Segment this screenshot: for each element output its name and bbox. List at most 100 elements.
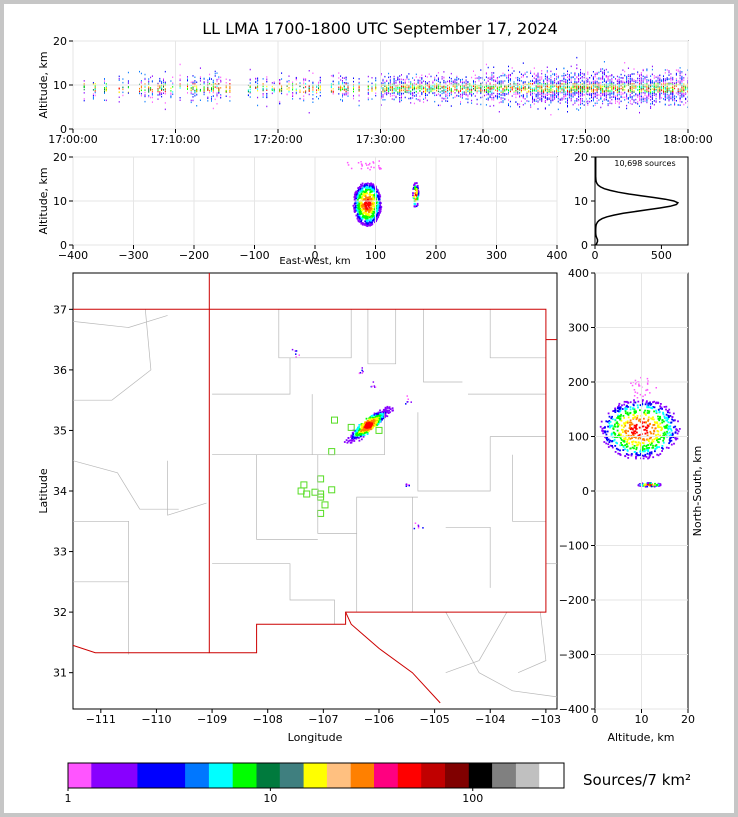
source-point xyxy=(563,72,565,75)
source-point xyxy=(207,96,209,99)
source-point xyxy=(607,80,609,82)
source-point xyxy=(659,89,661,91)
source-point xyxy=(664,69,666,71)
source-point xyxy=(637,103,639,105)
source-point xyxy=(406,76,408,78)
source-point xyxy=(650,80,652,82)
source-point xyxy=(578,78,580,80)
source-point xyxy=(454,84,456,87)
source-point xyxy=(366,208,368,211)
source-point xyxy=(414,199,417,202)
source-point xyxy=(618,86,620,89)
source-point xyxy=(524,81,526,83)
source-point xyxy=(509,100,511,103)
source-point xyxy=(369,168,371,171)
source-point xyxy=(491,87,493,89)
source-point xyxy=(563,74,565,77)
source-point xyxy=(417,82,419,84)
source-point xyxy=(522,89,524,91)
source-point xyxy=(578,86,580,88)
source-point xyxy=(365,213,367,216)
source-point xyxy=(504,89,506,91)
source-point xyxy=(441,92,443,95)
source-point xyxy=(496,92,498,95)
source-point xyxy=(537,76,539,79)
source-point xyxy=(359,186,361,188)
source-point xyxy=(635,102,637,104)
source-point xyxy=(576,84,578,87)
source-point xyxy=(592,92,594,94)
source-point xyxy=(578,81,580,83)
source-point xyxy=(567,100,568,103)
source-point xyxy=(216,85,218,88)
source-point xyxy=(532,89,533,91)
source-point xyxy=(144,78,146,81)
source-point xyxy=(417,191,420,193)
source-point xyxy=(500,93,502,96)
source-point xyxy=(639,111,640,114)
source-point xyxy=(436,83,438,85)
source-point xyxy=(502,82,504,84)
source-point xyxy=(196,90,198,92)
source-point xyxy=(611,74,613,77)
source-point xyxy=(591,81,592,84)
source-point xyxy=(216,79,218,81)
source-point xyxy=(360,163,363,165)
source-point xyxy=(637,85,639,88)
source-point xyxy=(473,70,474,72)
source-point xyxy=(426,76,428,78)
source-point xyxy=(580,72,581,74)
source-point xyxy=(399,97,401,99)
source-point xyxy=(596,91,598,94)
source-point xyxy=(544,96,546,98)
source-point xyxy=(487,85,489,87)
source-point xyxy=(618,97,620,100)
source-point xyxy=(502,94,504,96)
source-point xyxy=(449,76,450,79)
source-point xyxy=(520,100,522,102)
source-point xyxy=(605,98,607,101)
source-point xyxy=(661,87,663,90)
source-point xyxy=(357,211,359,214)
source-point xyxy=(596,88,598,90)
source-point xyxy=(406,89,408,92)
source-point xyxy=(642,69,644,72)
source-point xyxy=(650,99,652,101)
source-point xyxy=(338,93,340,95)
source-point xyxy=(500,97,502,99)
source-point xyxy=(308,85,310,87)
source-point xyxy=(368,219,370,222)
source-point xyxy=(342,99,343,101)
source-point xyxy=(539,81,541,84)
source-point xyxy=(537,85,539,87)
source-point xyxy=(358,208,361,211)
source-point xyxy=(598,88,600,90)
source-point xyxy=(498,86,500,88)
source-point xyxy=(642,81,644,84)
source-point xyxy=(574,89,576,91)
source-point xyxy=(543,89,545,91)
source-point xyxy=(670,95,672,98)
source-point xyxy=(443,89,445,92)
source-point xyxy=(554,94,556,96)
source-point xyxy=(465,94,467,96)
source-point xyxy=(388,82,390,84)
source-point xyxy=(598,77,600,79)
source-point xyxy=(359,201,362,203)
source-point xyxy=(485,104,487,106)
source-point xyxy=(629,82,631,84)
source-point xyxy=(421,92,423,94)
source-point xyxy=(489,85,491,88)
source-point xyxy=(292,98,294,100)
source-point xyxy=(664,96,666,99)
source-point xyxy=(672,81,674,84)
source-point xyxy=(199,80,201,82)
source-point xyxy=(532,75,533,77)
source-point xyxy=(541,72,543,75)
source-point xyxy=(377,197,380,200)
source-point xyxy=(454,92,456,94)
source-point xyxy=(508,99,509,101)
source-point xyxy=(372,218,375,220)
source-point xyxy=(644,86,646,89)
source-point xyxy=(413,82,415,85)
